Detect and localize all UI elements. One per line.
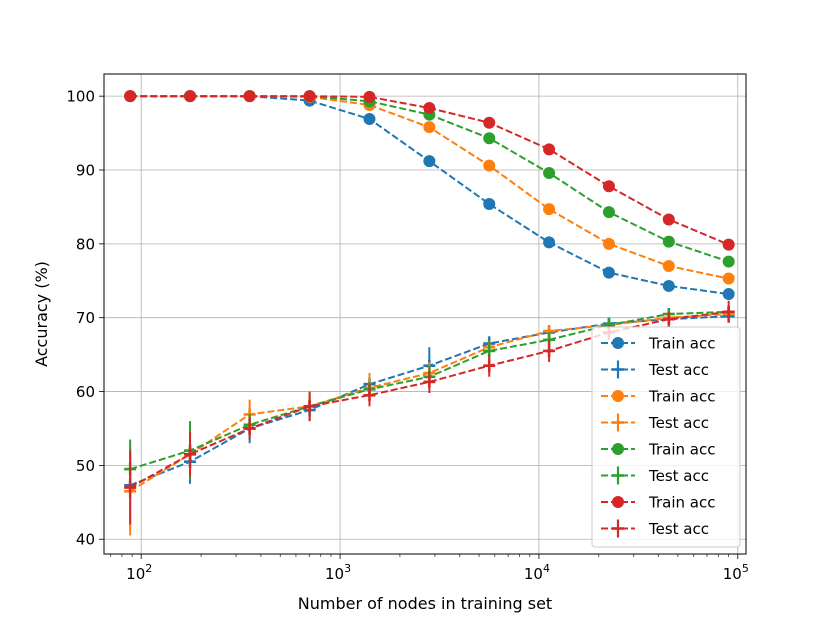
y-tick-label: 40 — [76, 531, 95, 549]
data-point — [543, 203, 556, 216]
legend-marker — [612, 496, 624, 508]
x-tick-base: 10 — [126, 565, 145, 583]
legend-label: Train acc — [648, 441, 715, 459]
legend-marker — [612, 443, 624, 455]
legend: Train acc Test acc Train acc Test acc Train … — [591, 326, 741, 548]
legend-item: Train acc — [601, 441, 715, 459]
legend-item: Test acc — [601, 360, 709, 379]
data-point — [722, 238, 735, 251]
x-tick-exponent: 5 — [742, 562, 749, 575]
legend-label: Train acc — [648, 388, 715, 406]
data-point — [184, 448, 197, 461]
y-axis-label: Accuracy (%) — [32, 261, 51, 367]
x-tick-label: 103 — [325, 562, 351, 583]
data-point — [662, 313, 675, 326]
y-tick-label: 60 — [76, 383, 95, 401]
data-point — [722, 272, 735, 285]
y-tick-label: 50 — [76, 457, 95, 475]
legend-item: Test acc — [601, 519, 709, 538]
data-point — [722, 305, 735, 318]
data-point — [483, 116, 496, 129]
data-point — [483, 197, 496, 210]
x-axis-label: Number of nodes in training set — [298, 594, 552, 613]
data-point — [543, 236, 556, 249]
legend-item: Train acc — [601, 388, 715, 406]
legend-label: Test acc — [648, 467, 709, 485]
data-point — [662, 235, 675, 248]
x-tick-exponent: 2 — [145, 562, 152, 575]
data-point — [423, 101, 436, 114]
data-point — [602, 237, 615, 250]
x-tick-base: 10 — [524, 565, 543, 583]
plot-frame — [103, 73, 747, 555]
data-point — [722, 288, 735, 301]
data-point — [662, 213, 675, 226]
data-point — [722, 255, 735, 268]
x-tick-base: 10 — [723, 565, 742, 583]
data-point — [243, 422, 256, 435]
data-point — [363, 90, 376, 103]
y-tick-label: 80 — [76, 235, 95, 253]
data-point — [423, 375, 436, 388]
legend-marker — [612, 390, 624, 402]
data-point — [184, 90, 197, 103]
legend-item: Train acc — [601, 494, 715, 512]
legend-label: Train acc — [648, 335, 715, 353]
data-point — [124, 481, 137, 494]
data-point — [602, 206, 615, 219]
legend-item: Test acc — [601, 466, 709, 485]
data-point — [543, 344, 556, 357]
data-point — [124, 90, 137, 103]
data-point — [243, 90, 256, 103]
legend-label: Test acc — [648, 414, 709, 432]
x-tick-base: 10 — [325, 565, 344, 583]
data-point — [483, 132, 496, 145]
data-point — [303, 90, 316, 103]
x-tick-exponent: 4 — [543, 562, 550, 575]
data-point — [363, 389, 376, 402]
data-point — [543, 166, 556, 179]
legend-label: Test acc — [648, 520, 709, 538]
data-point — [602, 266, 615, 279]
data-point — [363, 113, 376, 126]
series-5 — [124, 90, 735, 268]
legend-label: Train acc — [648, 494, 715, 512]
data-point — [543, 143, 556, 156]
series-line — [130, 95, 730, 263]
legend-item: Train acc — [601, 335, 715, 353]
x-tick-label: 105 — [723, 562, 749, 583]
legend-label: Test acc — [648, 361, 709, 379]
data-point — [483, 159, 496, 172]
data-point — [602, 180, 615, 193]
series-7 — [124, 90, 735, 251]
data-point — [423, 155, 436, 168]
legend-box — [591, 326, 741, 548]
x-tick-exponent: 3 — [344, 562, 351, 575]
data-point — [662, 260, 675, 272]
y-tick-label: 70 — [76, 309, 95, 327]
x-tick-label: 104 — [524, 562, 550, 583]
data-point — [662, 279, 675, 292]
y-tick-label: 90 — [76, 162, 95, 180]
legend-marker — [612, 337, 624, 349]
data-point — [483, 359, 496, 372]
legend-item: Test acc — [601, 413, 709, 432]
data-point — [303, 400, 316, 413]
x-tick-label: 102 — [126, 562, 152, 583]
data-point — [423, 121, 436, 134]
y-tick-label: 100 — [66, 88, 95, 106]
